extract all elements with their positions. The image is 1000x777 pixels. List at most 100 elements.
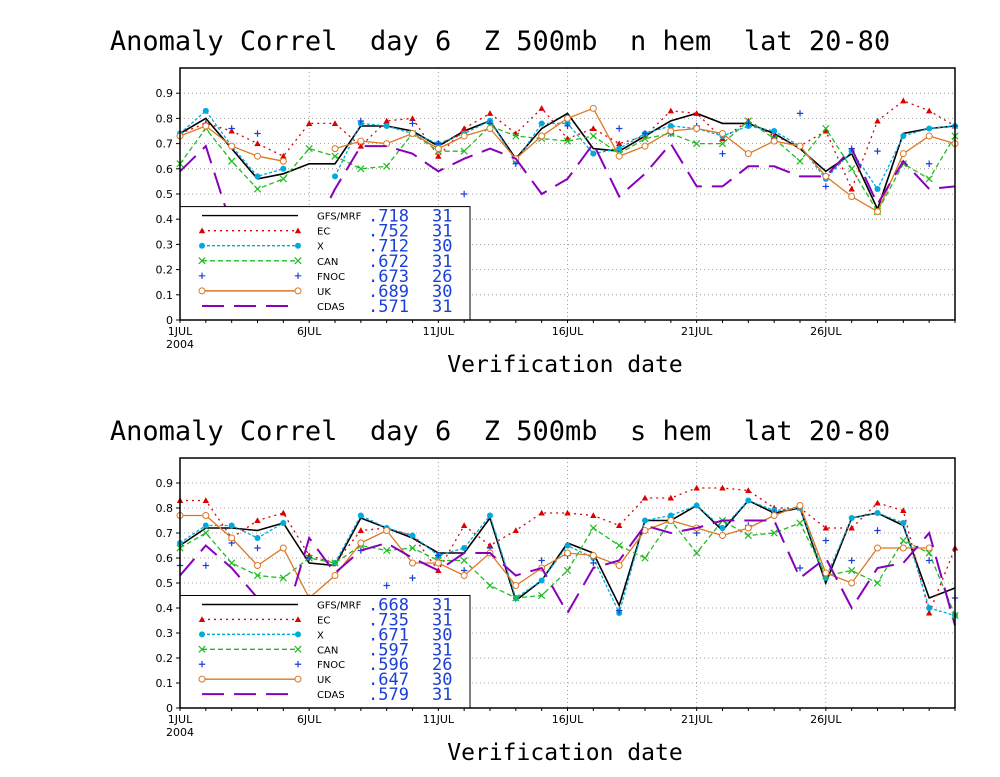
data-point — [202, 562, 210, 569]
data-point — [796, 502, 804, 509]
x-tick-label: 16JUL — [552, 713, 584, 726]
data-point — [667, 494, 675, 501]
data-point — [822, 124, 830, 133]
legend-marker — [294, 661, 302, 668]
data-point — [280, 520, 287, 526]
data-point — [900, 507, 907, 514]
data-point — [254, 517, 261, 524]
y-tick-label: 0.9 — [156, 87, 174, 100]
data-point — [538, 591, 546, 600]
data-point — [279, 574, 287, 582]
data-point — [538, 509, 545, 516]
data-point — [409, 120, 416, 127]
data-point — [564, 509, 571, 516]
series-line — [179, 519, 956, 628]
y-tick-label: 0.1 — [156, 289, 174, 302]
legend-count: 26 — [432, 267, 452, 287]
data-point — [770, 512, 778, 519]
data-point — [641, 554, 649, 562]
legend-count: 31 — [432, 640, 452, 660]
data-point — [899, 150, 907, 158]
data-point — [590, 559, 597, 567]
data-point — [693, 502, 700, 509]
data-point — [357, 142, 365, 149]
legend-marker — [198, 645, 206, 653]
data-point — [925, 609, 933, 616]
series-cdas — [179, 519, 956, 628]
data-point — [796, 110, 804, 117]
data-point — [202, 107, 209, 114]
data-point — [253, 571, 262, 580]
legend-stat: .689 — [368, 282, 409, 302]
data-point — [899, 536, 907, 545]
y-tick-label: 0.8 — [156, 112, 174, 125]
x-tick-label: 16JUL — [552, 325, 584, 338]
data-point — [925, 557, 933, 564]
data-point — [409, 532, 416, 539]
x-axis-label-nhem: Verification date — [447, 352, 683, 378]
data-point — [771, 128, 778, 134]
data-point — [460, 522, 468, 529]
legend-name: CDAS — [317, 302, 345, 313]
data-point — [254, 535, 261, 541]
legend-marker — [198, 257, 206, 265]
data-point — [899, 544, 907, 552]
y-tick-label: 0.3 — [156, 238, 174, 251]
data-point — [564, 542, 571, 549]
data-point — [719, 532, 726, 539]
data-point — [357, 137, 365, 145]
data-point — [589, 132, 597, 140]
data-point — [667, 127, 675, 135]
y-tick-label: 0 — [166, 314, 173, 327]
data-point — [357, 165, 365, 173]
legend-marker — [198, 616, 206, 622]
y-tick-label: 0.2 — [156, 652, 174, 665]
legend-marker — [198, 661, 206, 668]
data-point — [615, 541, 623, 550]
data-point — [435, 153, 442, 159]
legend-name: X — [317, 242, 324, 253]
data-point — [796, 564, 804, 572]
data-point — [641, 494, 649, 501]
data-point — [563, 566, 572, 575]
y-tick-label: 0.7 — [156, 138, 174, 151]
legend-name: FNOC — [317, 660, 345, 671]
data-point — [538, 577, 545, 584]
data-point — [280, 509, 287, 516]
data-point — [357, 512, 364, 519]
y-tick-label: 0.5 — [156, 577, 174, 590]
data-point — [719, 150, 726, 157]
legend-stat: .673 — [368, 267, 409, 287]
y-tick-label: 0.3 — [156, 627, 174, 640]
data-point — [874, 499, 881, 506]
legend-marker — [199, 242, 205, 249]
data-point — [254, 140, 261, 147]
legend-count: 30 — [432, 625, 452, 645]
legend-marker — [294, 287, 302, 295]
data-point — [383, 117, 390, 124]
x-tick-label: 6JUL — [297, 325, 322, 338]
y-tick-label: 0.1 — [156, 677, 174, 690]
data-point — [460, 572, 468, 579]
plot-frame — [179, 457, 956, 709]
data-point — [331, 145, 339, 153]
data-point — [693, 124, 701, 132]
x-tick-label: 6JUL — [297, 713, 322, 726]
data-point — [564, 114, 571, 122]
data-point — [589, 104, 597, 112]
data-point — [667, 107, 675, 114]
legend-stat: .596 — [368, 655, 409, 675]
data-point — [745, 487, 752, 494]
data-point — [874, 185, 881, 192]
data-point — [538, 557, 545, 564]
data-point — [512, 582, 520, 589]
data-point — [615, 125, 623, 132]
data-point — [848, 579, 856, 587]
data-point — [383, 162, 391, 170]
data-point — [848, 193, 856, 201]
legend-name: GFS/MRF — [317, 601, 362, 612]
data-point — [486, 124, 494, 132]
data-point — [615, 152, 623, 160]
data-point — [409, 559, 416, 567]
legend-count: 31 — [432, 297, 452, 317]
